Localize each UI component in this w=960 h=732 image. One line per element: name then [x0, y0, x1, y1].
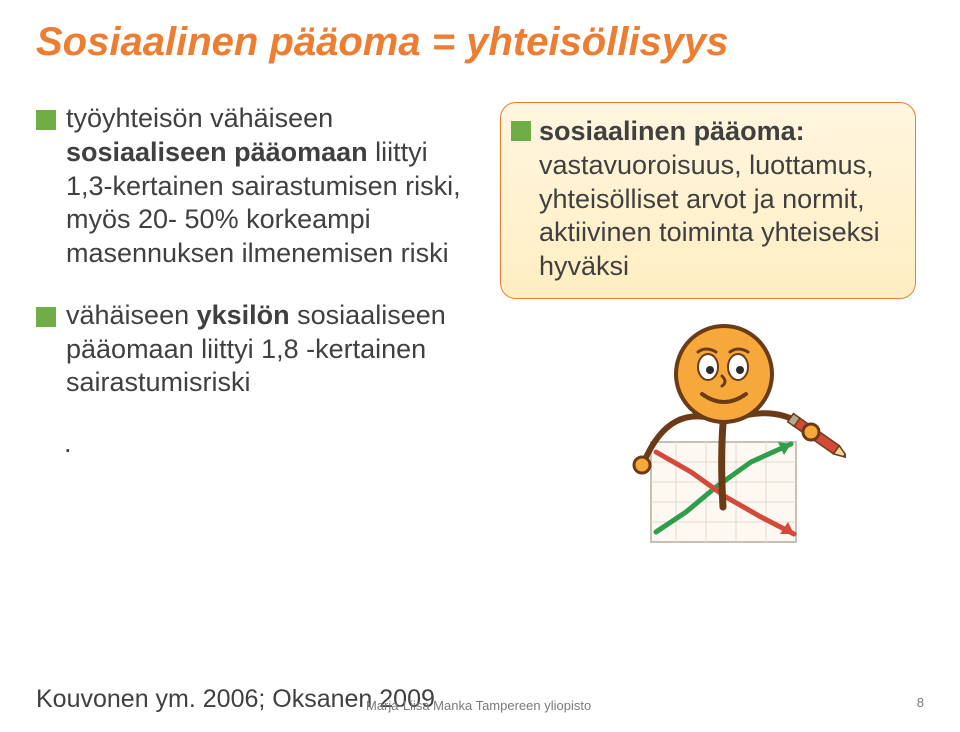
columns: työyhteisön vähäiseen sosiaaliseen pääom… [36, 102, 924, 459]
highlight-lead: sosiaalinen pääoma: [539, 116, 805, 146]
highlight-text: sosiaalinen pääoma: vastavuoroisuus, luo… [539, 115, 899, 284]
bullet-2: vähäiseen yksilön sosiaaliseen pääomaan … [36, 299, 466, 400]
highlight-bullet: sosiaalinen pääoma: vastavuoroisuus, luo… [511, 115, 899, 284]
bullet-2-pre: vähäiseen [66, 300, 197, 330]
right-column: sosiaalinen pääoma: vastavuoroisuus, luo… [496, 102, 916, 459]
bullet-1-bold: sosiaaliseen pääomaan [66, 137, 368, 167]
footer: Kouvonen ym. 2006; Oksanen 2009 Marja-Li… [36, 685, 924, 714]
bullet-1-pre: työyhteisön vähäiseen [66, 103, 333, 133]
left-column: työyhteisön vähäiseen sosiaaliseen pääom… [36, 102, 466, 459]
trailing-dot: . [64, 428, 466, 459]
bullet-1-text: työyhteisön vähäiseen sosiaaliseen pääom… [66, 102, 466, 271]
character-icon [606, 312, 846, 552]
bullet-square-icon [36, 307, 56, 327]
affiliation-text: Marja-Liisa Manka Tampereen yliopisto [366, 698, 591, 713]
page-number: 8 [917, 695, 924, 710]
bullet-square-icon [511, 121, 531, 141]
highlight-box: sosiaalinen pääoma: vastavuoroisuus, luo… [500, 102, 916, 299]
bullet-square-icon [36, 110, 56, 130]
slide-title: Sosiaalinen pääoma = yhteisöllisyys [36, 20, 924, 64]
highlight-rest: vastavuoroisuus, luottamus, yhteisöllise… [539, 150, 880, 281]
bullet-2-text: vähäiseen yksilön sosiaaliseen pääomaan … [66, 299, 466, 400]
bullet-2-bold: yksilön [197, 300, 290, 330]
bullet-1: työyhteisön vähäiseen sosiaaliseen pääom… [36, 102, 466, 271]
